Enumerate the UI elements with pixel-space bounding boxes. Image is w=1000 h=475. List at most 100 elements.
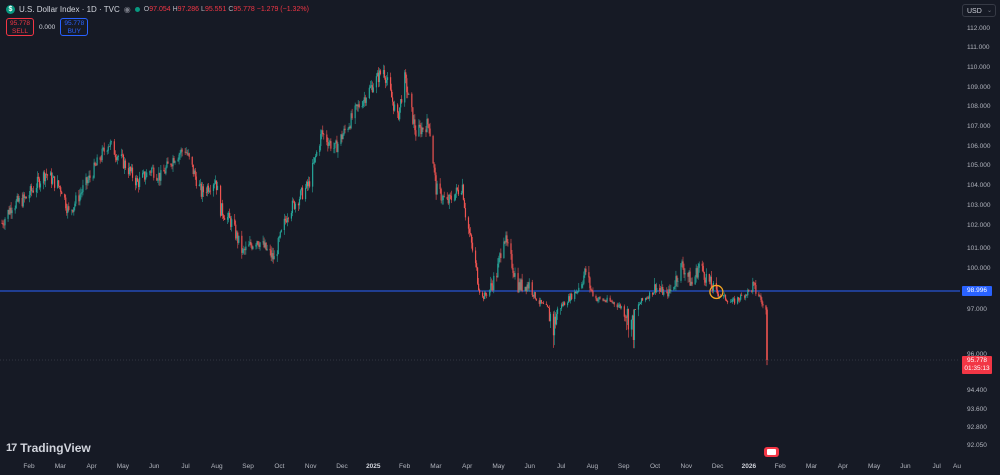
candle <box>300 187 303 196</box>
time-tick-label: Jun <box>900 463 911 470</box>
last-price-label: 95.778 01:35:13 <box>962 355 992 374</box>
candle <box>470 233 473 249</box>
candle <box>30 183 32 197</box>
candle <box>248 240 250 247</box>
time-tick-label: Feb <box>398 463 411 470</box>
candle <box>349 125 351 130</box>
candle <box>591 289 593 293</box>
tradingview-logo[interactable]: 17 TradingView <box>6 441 91 455</box>
candle <box>16 193 18 203</box>
candle <box>710 270 712 288</box>
candle <box>142 170 144 178</box>
candle <box>164 167 166 174</box>
candle <box>561 301 564 307</box>
candle <box>443 191 445 198</box>
candle <box>441 194 443 205</box>
candle <box>66 203 68 216</box>
candle <box>524 286 526 292</box>
candle <box>670 284 672 294</box>
candle <box>746 294 748 296</box>
candle <box>393 101 395 115</box>
chevron-down-icon: ⌄ <box>986 8 992 14</box>
candle <box>200 181 202 200</box>
candle <box>61 190 63 195</box>
candle <box>172 154 174 172</box>
candle <box>578 283 580 293</box>
candle <box>32 186 34 194</box>
candle <box>221 199 224 220</box>
candle <box>24 196 26 200</box>
candle <box>67 204 69 219</box>
candle <box>201 182 203 203</box>
candle <box>709 275 711 285</box>
candle <box>115 154 117 162</box>
candle <box>563 301 565 307</box>
candle <box>662 284 664 295</box>
candle <box>144 171 146 182</box>
eye-icon[interactable]: ◉ <box>123 5 131 14</box>
time-tick-label: Mar <box>805 463 818 470</box>
candle <box>433 161 435 173</box>
candle <box>548 305 551 322</box>
highlight-circle[interactable] <box>709 284 724 300</box>
candle <box>603 298 605 302</box>
candle <box>560 302 563 312</box>
candle <box>18 195 20 204</box>
candle <box>99 156 101 164</box>
candle <box>191 156 193 168</box>
candle <box>697 263 699 280</box>
candle <box>287 216 289 223</box>
candle <box>319 144 321 156</box>
candle <box>59 185 61 190</box>
candle <box>208 187 211 194</box>
candle <box>205 187 208 197</box>
candle <box>711 284 713 294</box>
candle <box>167 157 169 164</box>
candle <box>612 301 614 304</box>
candle <box>739 297 741 303</box>
candle <box>675 270 677 292</box>
candle <box>369 80 371 89</box>
candle <box>223 213 225 221</box>
candle <box>599 296 601 300</box>
candle <box>368 84 370 100</box>
time-tick-label: Mar <box>54 463 66 470</box>
candle <box>613 301 615 307</box>
candle <box>484 290 486 300</box>
candle <box>667 289 669 299</box>
candle <box>265 242 267 251</box>
symbol-title[interactable]: U.S. Dollar Index · 1D · TVC <box>19 5 120 14</box>
candle <box>446 192 448 200</box>
candle <box>408 93 410 95</box>
candle <box>449 192 451 199</box>
candle <box>605 299 607 303</box>
candle <box>633 308 636 349</box>
currency-selector[interactable]: USD ⌄ <box>962 4 996 17</box>
candle <box>567 301 569 308</box>
candle <box>150 170 152 176</box>
candle <box>483 296 485 302</box>
candle <box>351 108 353 120</box>
candle <box>95 163 97 166</box>
time-tick-label: Jun <box>524 463 536 470</box>
economic-event-flag-icon[interactable] <box>764 447 779 457</box>
candle <box>460 190 463 196</box>
candle <box>227 212 229 224</box>
candle <box>213 179 216 189</box>
sell-button[interactable]: 95.778 SELL <box>6 18 34 36</box>
candle <box>702 262 704 273</box>
candle <box>92 175 94 181</box>
candle <box>306 179 309 192</box>
candle <box>236 230 238 241</box>
time-tick-label: Feb <box>774 463 786 470</box>
candle <box>121 149 124 158</box>
time-tick-label: Apr <box>837 463 848 470</box>
buy-button[interactable]: 95.778 BUY <box>60 18 89 36</box>
candle <box>559 308 562 315</box>
candle <box>283 213 285 235</box>
candle <box>171 163 173 170</box>
candle <box>762 301 764 309</box>
candle <box>158 167 160 186</box>
candle <box>173 155 175 164</box>
